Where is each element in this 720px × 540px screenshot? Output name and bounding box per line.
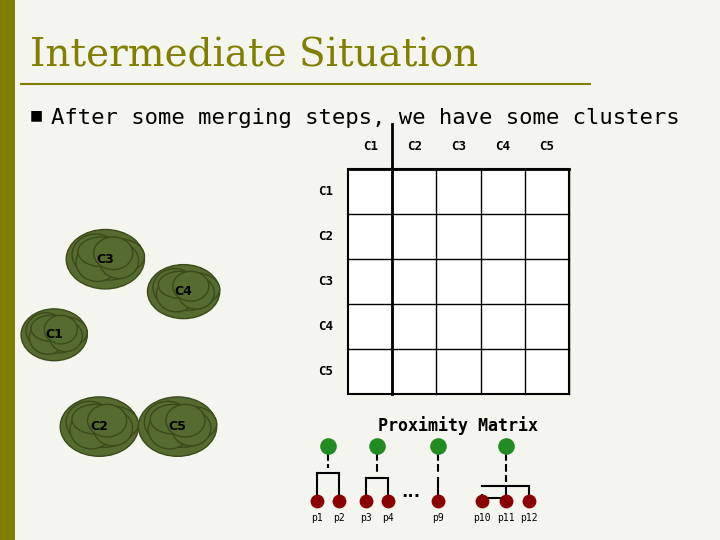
- Text: C3: C3: [451, 140, 466, 153]
- Ellipse shape: [66, 401, 113, 443]
- Point: [360, 497, 372, 505]
- Point: [323, 441, 334, 450]
- Ellipse shape: [44, 315, 77, 344]
- Ellipse shape: [171, 410, 211, 446]
- Ellipse shape: [30, 321, 66, 354]
- Text: p11: p11: [497, 513, 515, 523]
- Ellipse shape: [21, 309, 87, 361]
- Ellipse shape: [99, 243, 138, 279]
- Bar: [0, 0, 15, 540]
- Ellipse shape: [163, 284, 211, 310]
- Text: C1: C1: [318, 185, 333, 198]
- Text: C1: C1: [45, 328, 63, 341]
- Text: C4: C4: [175, 285, 192, 298]
- Ellipse shape: [84, 406, 138, 442]
- Ellipse shape: [156, 276, 197, 312]
- Ellipse shape: [153, 268, 197, 307]
- Point: [500, 441, 511, 450]
- Text: p4: p4: [382, 513, 394, 523]
- Ellipse shape: [41, 316, 87, 348]
- Text: C1: C1: [363, 140, 378, 153]
- Text: C4: C4: [495, 140, 510, 153]
- Text: After some merging steps, we have some clusters: After some merging steps, we have some c…: [51, 108, 680, 128]
- Ellipse shape: [26, 313, 66, 349]
- Ellipse shape: [78, 418, 129, 447]
- Ellipse shape: [158, 271, 202, 298]
- Point: [382, 497, 393, 505]
- Ellipse shape: [31, 315, 71, 341]
- Ellipse shape: [90, 239, 145, 274]
- Ellipse shape: [60, 397, 138, 456]
- Ellipse shape: [76, 243, 119, 281]
- Ellipse shape: [156, 418, 207, 447]
- Ellipse shape: [72, 234, 119, 275]
- Ellipse shape: [178, 276, 215, 309]
- Text: C3: C3: [96, 253, 114, 266]
- Ellipse shape: [36, 327, 79, 353]
- Text: C5: C5: [539, 140, 554, 153]
- Ellipse shape: [148, 410, 192, 449]
- Text: C2: C2: [407, 140, 422, 153]
- Text: p10: p10: [473, 513, 490, 523]
- Point: [312, 497, 323, 505]
- Text: C3: C3: [318, 275, 333, 288]
- Ellipse shape: [169, 273, 220, 305]
- Text: ■: ■: [30, 108, 43, 122]
- Text: p2: p2: [333, 513, 345, 523]
- Ellipse shape: [78, 237, 125, 267]
- Text: C5: C5: [168, 420, 186, 433]
- Text: p3: p3: [360, 513, 372, 523]
- Text: p12: p12: [520, 513, 537, 523]
- Point: [500, 497, 511, 505]
- Text: C5: C5: [318, 365, 333, 378]
- Point: [523, 497, 534, 505]
- Ellipse shape: [162, 406, 217, 442]
- Text: C2: C2: [318, 230, 333, 243]
- Ellipse shape: [66, 230, 145, 289]
- Point: [476, 497, 487, 505]
- Text: Proximity Matrix: Proximity Matrix: [379, 416, 539, 435]
- Ellipse shape: [49, 321, 82, 352]
- Ellipse shape: [144, 401, 192, 443]
- Text: p1: p1: [311, 513, 323, 523]
- Ellipse shape: [138, 397, 217, 456]
- Ellipse shape: [94, 237, 132, 269]
- Ellipse shape: [148, 265, 220, 319]
- Ellipse shape: [72, 404, 119, 434]
- Text: C4: C4: [318, 320, 333, 333]
- Ellipse shape: [173, 271, 209, 301]
- Ellipse shape: [88, 404, 127, 437]
- Text: C2: C2: [91, 420, 108, 433]
- Point: [433, 497, 444, 505]
- Bar: [348, 169, 569, 394]
- Point: [333, 497, 345, 505]
- Text: Intermediate Situation: Intermediate Situation: [30, 38, 478, 75]
- Ellipse shape: [150, 404, 197, 434]
- Point: [371, 441, 382, 450]
- Ellipse shape: [84, 250, 135, 280]
- Text: p9: p9: [432, 513, 444, 523]
- Ellipse shape: [94, 410, 132, 446]
- Ellipse shape: [70, 410, 113, 449]
- Text: ...: ...: [401, 483, 420, 502]
- Point: [433, 441, 444, 450]
- Ellipse shape: [166, 404, 205, 437]
